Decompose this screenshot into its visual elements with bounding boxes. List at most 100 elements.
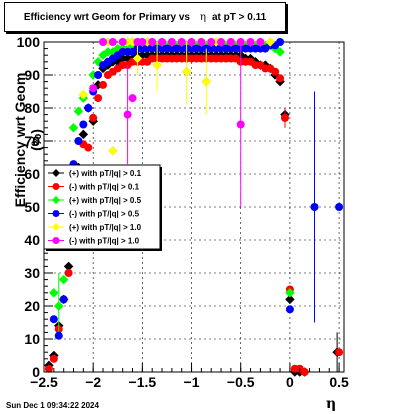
x-tick-label: −2 <box>85 374 101 390</box>
data-point <box>181 66 192 77</box>
data-point <box>49 354 58 363</box>
data-point <box>197 38 206 46</box>
legend-marker <box>52 223 60 231</box>
data-point <box>89 84 98 93</box>
legend-marker <box>52 196 60 204</box>
data-point <box>226 38 235 46</box>
x-axis-label: η <box>326 396 337 412</box>
data-point <box>201 76 212 87</box>
legend-label: (-) with pT/|q| > 0.5 <box>69 210 140 219</box>
data-point <box>177 38 186 46</box>
data-point <box>285 305 294 314</box>
data-point <box>276 38 285 46</box>
data-point <box>78 89 89 100</box>
data-point <box>94 71 103 79</box>
x-tick-label: −2.5 <box>30 374 58 390</box>
y-tick-label: 80 <box>24 100 40 116</box>
data-point <box>246 38 255 46</box>
y-tick-label: 30 <box>24 265 40 281</box>
data-point <box>335 203 344 211</box>
data-point <box>335 348 344 357</box>
data-point <box>73 106 84 117</box>
data-point <box>158 38 167 46</box>
y-tick-label: 0 <box>32 364 40 380</box>
data-point <box>256 38 265 46</box>
x-tick-label: 0 <box>286 374 294 390</box>
data-point <box>280 113 289 122</box>
y-tick-label: 100 <box>17 34 41 50</box>
y-tick-label: 90 <box>24 67 40 83</box>
chart-title-eta: η <box>199 11 206 23</box>
legend-label: (+) with pT/|q| > 0.1 <box>69 169 142 178</box>
chart-title-pre: Efficiency wrt Geom for Primary vs <box>23 11 190 23</box>
footer-date: Sun Dec 1 09:34:22 2024 <box>6 401 99 410</box>
x-tick-label: −0.5 <box>227 374 255 390</box>
data-point <box>167 38 176 46</box>
data-point <box>207 38 216 46</box>
data-point <box>187 38 196 46</box>
data-point <box>217 38 226 46</box>
legend-box <box>43 164 161 250</box>
x-tick-label: −1.5 <box>129 374 157 390</box>
y-tick-label: 70 <box>24 133 40 149</box>
data-point <box>53 301 64 311</box>
chart-title: Efficiency wrt Geom for Primary vs η at … <box>4 2 286 32</box>
legend: (+) with pT/|q| > 0.1 (-) with pT/|q| > 0… <box>43 164 162 251</box>
data-point <box>108 38 117 46</box>
data-point <box>74 137 83 145</box>
data-point <box>84 104 93 112</box>
legend-marker <box>52 210 60 217</box>
y-axis-label: Efficiency wrt Geom (%) <box>12 72 44 208</box>
y-tick-label: 10 <box>24 331 40 347</box>
axes: −2.5 −2 −1.5 −1 −0.5 0 0.5 0 10 20 30 40 50 60 70 80 90 1… <box>17 34 349 390</box>
data-point <box>265 37 276 47</box>
data-point <box>59 295 68 304</box>
extra-point <box>236 42 245 207</box>
legend-label: (+) with pT/|q| > 0.5 <box>69 196 142 205</box>
data-point <box>275 47 285 57</box>
data-point <box>54 331 63 340</box>
data-point <box>94 94 103 103</box>
data-point <box>84 143 93 152</box>
data-point <box>89 113 98 122</box>
data-point <box>64 269 73 277</box>
legend-label: (-) with pT/|q| > 1.0 <box>69 237 140 246</box>
legend-label: (-) with pT/|q| > 0.1 <box>69 183 140 192</box>
legend-marker <box>52 237 60 244</box>
legend-marker <box>52 183 60 190</box>
legend-label: (+) with pT/|q| > 1.0 <box>69 223 142 232</box>
data-point <box>99 38 108 46</box>
y-tick-label: 40 <box>24 232 40 248</box>
data-point <box>285 294 295 305</box>
data-point <box>138 38 147 46</box>
data-point <box>49 315 58 324</box>
data-point <box>48 287 59 298</box>
data-point <box>310 203 319 211</box>
data-point <box>148 38 157 46</box>
data-point <box>118 38 127 46</box>
data-point <box>236 120 245 129</box>
data-point <box>152 60 162 70</box>
chart-title-post: at pT > 0.11 <box>211 11 267 23</box>
data-point <box>300 368 309 376</box>
y-tick-label: 50 <box>24 199 40 215</box>
y-tick-label: 20 <box>24 298 40 314</box>
x-tick-label: 0.5 <box>329 374 349 390</box>
data-point <box>107 146 118 156</box>
data-point <box>99 80 108 89</box>
data-point <box>93 56 103 67</box>
x-tick-label: −1 <box>184 374 200 390</box>
data-point <box>79 120 88 129</box>
legend-marker <box>52 169 60 177</box>
data-point <box>132 53 143 64</box>
data-point <box>128 94 137 103</box>
data-point <box>44 364 53 373</box>
data-point <box>271 67 280 76</box>
data-point <box>68 122 79 133</box>
y-tick-label: 60 <box>24 166 40 182</box>
data-point <box>58 274 69 285</box>
data-point <box>285 287 295 298</box>
data-point <box>276 74 285 83</box>
data-point <box>123 110 132 119</box>
